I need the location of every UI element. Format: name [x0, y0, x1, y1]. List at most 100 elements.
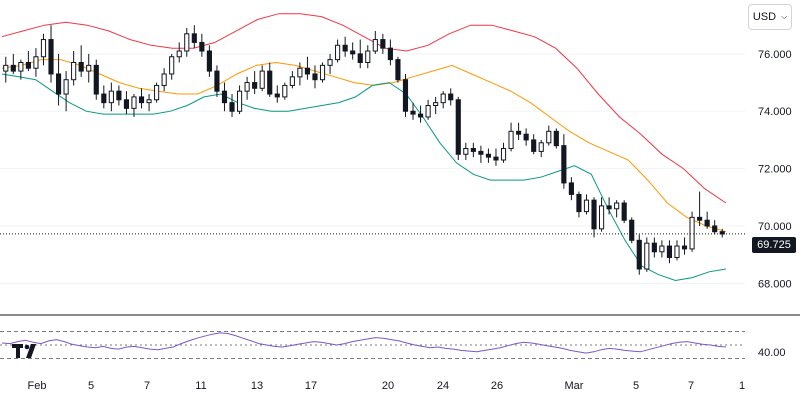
bollinger-middle-band	[1, 59, 727, 233]
candle-body	[236, 90, 243, 112]
candle-body	[455, 99, 461, 155]
candle-body	[199, 41, 205, 52]
candle-body	[304, 67, 311, 75]
candle-body	[478, 150, 484, 155]
candle-body	[591, 199, 597, 230]
candle-body	[138, 96, 145, 104]
candle-body	[10, 64, 16, 72]
candle-body	[433, 102, 439, 107]
candle-body	[606, 205, 612, 210]
oscillator-axis: 40.00	[758, 347, 786, 359]
candle-body	[568, 182, 574, 195]
candle-body	[425, 105, 431, 118]
candle-body	[651, 242, 657, 253]
candle-body	[161, 73, 167, 86]
candle-body	[297, 67, 303, 78]
candle-body	[327, 59, 333, 66]
candle-body	[191, 33, 197, 43]
candle-body	[259, 70, 265, 89]
time-tick-label: 17	[305, 380, 317, 392]
bollinger-lower-band	[1, 73, 727, 282]
candle-body	[357, 53, 363, 63]
candle-body	[184, 33, 190, 52]
candle-body	[372, 39, 378, 52]
time-axis: Feb 5 7 11 13 17 20 24 26 Mar 5 7 1	[28, 380, 746, 392]
candle-body	[463, 148, 469, 155]
candle-body	[101, 93, 107, 104]
candle-body	[417, 113, 424, 118]
candle-body	[402, 79, 409, 112]
time-tick-label: 24	[437, 380, 449, 392]
candle-body	[485, 153, 492, 158]
candle-body	[131, 96, 137, 109]
candle-body	[78, 61, 84, 72]
candle-body	[410, 110, 416, 115]
oscillator-line	[1, 332, 727, 354]
candle-body	[123, 99, 130, 109]
candle-body	[598, 205, 605, 230]
candle-body	[681, 245, 688, 250]
candle-body	[365, 50, 371, 63]
candle-body	[561, 145, 567, 184]
candle-body	[108, 90, 114, 104]
price-tick-label: 72.000	[758, 164, 792, 176]
oscillator-tick-label: 40.00	[758, 347, 786, 359]
candle-body	[93, 64, 99, 95]
candle-body	[18, 61, 24, 72]
candle-body	[154, 84, 160, 101]
candle-body	[546, 130, 552, 144]
candle-body	[25, 61, 31, 69]
candles	[3, 25, 725, 275]
currency-selector-button[interactable]: USD ⌵	[748, 4, 792, 30]
time-tick-label: Feb	[28, 380, 47, 392]
time-tick-label: 5	[633, 380, 639, 392]
candle-body	[644, 242, 650, 270]
chevron-down-icon: ⌵	[781, 12, 788, 21]
candle-body	[395, 59, 401, 81]
candle-body	[282, 84, 288, 98]
candle-body	[229, 102, 235, 112]
candle-body	[636, 239, 642, 270]
price-tick-label: 68.000	[758, 278, 792, 290]
candle-body	[704, 219, 710, 227]
tradingview-logo-icon[interactable]	[12, 342, 42, 360]
candle-body	[86, 64, 92, 72]
candle-body	[697, 216, 703, 221]
time-tick-label: 1	[739, 380, 745, 392]
candle-body	[621, 202, 627, 221]
candle-body	[71, 61, 77, 81]
candle-body	[3, 64, 9, 72]
time-tick-label: 11	[195, 380, 206, 392]
price-tick-label: 70.000	[758, 221, 792, 233]
bollinger-bands	[1, 13, 727, 282]
time-tick-label: 13	[251, 380, 263, 392]
candle-body	[629, 219, 635, 241]
candle-body	[40, 39, 47, 58]
candle-body	[244, 82, 250, 92]
bollinger-upper-band	[1, 13, 727, 204]
candle-body	[712, 225, 718, 233]
candle-body	[55, 73, 62, 95]
candle-body	[689, 216, 695, 250]
candle-body	[583, 199, 590, 213]
time-tick-label: 20	[382, 380, 394, 392]
candle-body	[380, 39, 386, 49]
candle-body	[674, 245, 680, 259]
candle-body	[553, 130, 559, 147]
time-tick-label: 5	[88, 380, 94, 392]
currency-label: USD	[752, 11, 777, 23]
candle-body	[342, 44, 348, 52]
candle-body	[63, 79, 69, 95]
candle-body	[440, 93, 446, 104]
candle-body	[267, 70, 273, 95]
candle-body	[335, 44, 341, 61]
last-price-label: 69.725	[752, 237, 796, 253]
candle-body	[576, 193, 582, 213]
candle-body	[516, 130, 522, 135]
candle-body	[387, 47, 393, 61]
last-price-value: 69.725	[757, 239, 791, 251]
candle-body	[221, 90, 228, 104]
candle-body	[500, 148, 507, 161]
candle-body	[493, 156, 499, 161]
